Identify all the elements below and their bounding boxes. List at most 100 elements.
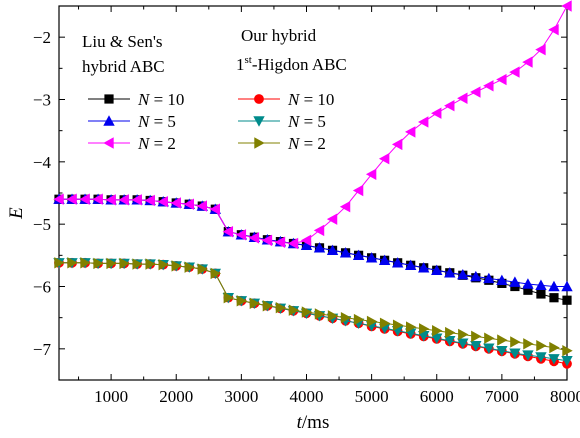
x-tick-label: 5000 xyxy=(355,387,389,406)
data-point xyxy=(119,257,130,270)
data-point xyxy=(209,203,221,215)
data-point xyxy=(93,257,104,270)
y-tick-label: −3 xyxy=(33,91,51,110)
data-point xyxy=(535,43,546,56)
series xyxy=(53,193,573,292)
data-point xyxy=(249,297,261,310)
data-point xyxy=(131,194,142,206)
data-point xyxy=(261,234,273,247)
data-point xyxy=(379,317,391,329)
y-tick-label: −2 xyxy=(33,28,51,47)
data-point xyxy=(378,153,390,165)
data-point xyxy=(404,259,417,271)
data-point xyxy=(432,325,443,337)
data-point xyxy=(483,343,495,354)
data-point xyxy=(522,56,533,68)
data-point xyxy=(470,86,481,98)
data-point xyxy=(536,340,547,352)
data-point xyxy=(457,92,468,104)
y-tick-label: −4 xyxy=(33,153,52,172)
data-point xyxy=(562,345,573,357)
data-point xyxy=(444,336,456,347)
legend-label-value: = 10 xyxy=(299,90,334,109)
data-point xyxy=(301,306,313,318)
legend-title-part: 1 xyxy=(236,55,245,74)
data-point xyxy=(419,323,430,335)
data-point xyxy=(184,261,195,273)
y-tick-label: −5 xyxy=(33,215,51,234)
data-point xyxy=(562,295,572,305)
x-axis-variable: t xyxy=(297,412,303,433)
data-point xyxy=(418,331,430,342)
data-point xyxy=(327,310,339,322)
data-point xyxy=(458,328,469,341)
data-point xyxy=(536,289,546,299)
data-point xyxy=(183,198,194,210)
data-point xyxy=(80,257,91,269)
data-point xyxy=(549,341,560,354)
data-point xyxy=(339,247,352,258)
series-line xyxy=(59,5,568,245)
data-point xyxy=(509,66,520,78)
x-tick-label: 8000 xyxy=(550,387,580,406)
legend-label-value: = 5 xyxy=(299,112,326,131)
legend-marker xyxy=(254,94,264,104)
x-tick-label: 1000 xyxy=(94,387,128,406)
data-point xyxy=(431,264,443,275)
legend-group-title: Liu & Sen's xyxy=(82,32,163,51)
data-point xyxy=(366,315,378,328)
data-point xyxy=(549,293,559,303)
legend-label-value: = 2 xyxy=(149,134,176,153)
data-point xyxy=(523,285,533,295)
data-point xyxy=(171,260,182,272)
legend-label: N = 10 xyxy=(287,90,334,109)
legend-label-variable: N xyxy=(137,134,151,153)
legend-item: N = 10 xyxy=(238,90,334,109)
data-point xyxy=(223,292,235,304)
legend-marker xyxy=(253,116,265,127)
legend-label: N = 10 xyxy=(137,90,184,109)
legend-marker xyxy=(103,115,115,126)
data-point xyxy=(535,352,547,363)
data-point xyxy=(197,263,208,275)
data-point xyxy=(418,262,430,273)
data-point xyxy=(391,138,403,151)
data-point xyxy=(470,341,482,352)
data-point xyxy=(391,257,404,268)
data-point xyxy=(54,257,65,269)
y-axis-title: E xyxy=(6,207,27,220)
data-point xyxy=(561,0,572,12)
legend-label: N = 5 xyxy=(137,112,176,131)
x-axis-unit: /ms xyxy=(302,412,329,433)
data-point xyxy=(170,197,181,209)
data-point xyxy=(66,193,77,205)
data-point xyxy=(548,354,560,365)
data-point xyxy=(497,334,508,346)
data-point xyxy=(445,326,456,339)
data-point xyxy=(92,193,103,205)
data-point xyxy=(365,168,377,180)
series xyxy=(54,194,572,305)
legend-label-variable: N xyxy=(287,112,301,131)
y-tick-label: −7 xyxy=(33,340,52,359)
data-point xyxy=(510,336,521,348)
data-point xyxy=(444,100,455,112)
legend-item: N = 10 xyxy=(88,90,184,109)
data-point xyxy=(314,308,326,320)
data-point xyxy=(67,257,78,269)
series-layer xyxy=(53,0,573,369)
data-point xyxy=(548,23,559,36)
x-axis-title: t/ms xyxy=(297,412,330,433)
data-point xyxy=(392,319,404,331)
data-point xyxy=(313,242,326,253)
data-point xyxy=(405,321,417,333)
data-point xyxy=(457,338,469,349)
data-point xyxy=(509,276,521,287)
series-line xyxy=(59,262,568,352)
legend-label-variable: N xyxy=(137,90,151,109)
legend-label: N = 2 xyxy=(287,134,326,153)
legend-label-variable: N xyxy=(287,134,301,153)
